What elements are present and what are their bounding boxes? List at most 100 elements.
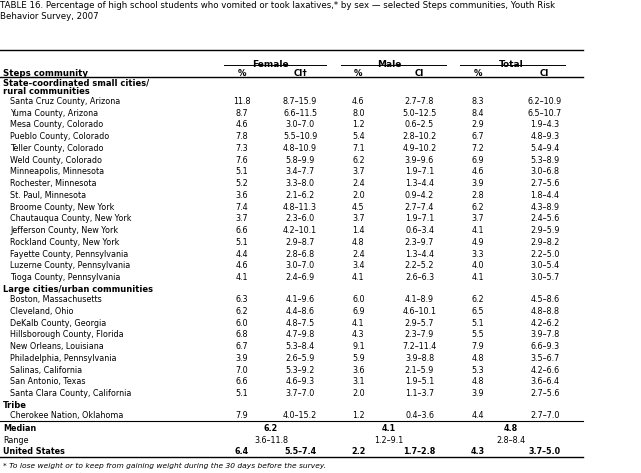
Text: Steps community: Steps community bbox=[3, 69, 88, 78]
Text: Cherokee Nation, Oklahoma: Cherokee Nation, Oklahoma bbox=[10, 411, 124, 420]
Text: 6.5–10.7: 6.5–10.7 bbox=[528, 109, 562, 118]
Text: 4.1: 4.1 bbox=[352, 319, 365, 328]
Text: 4.3–8.9: 4.3–8.9 bbox=[530, 202, 560, 211]
Text: 5.8–9.9: 5.8–9.9 bbox=[285, 156, 315, 165]
Text: 7.0: 7.0 bbox=[235, 366, 248, 375]
Text: 2.1–5.9: 2.1–5.9 bbox=[405, 366, 434, 375]
Text: 4.6: 4.6 bbox=[472, 167, 484, 176]
Text: 3.6: 3.6 bbox=[235, 191, 248, 200]
Text: 3.7: 3.7 bbox=[352, 214, 365, 223]
Text: 2.8: 2.8 bbox=[472, 191, 484, 200]
Text: 3.7–5.0: 3.7–5.0 bbox=[529, 447, 561, 456]
Text: 4.6–9.3: 4.6–9.3 bbox=[285, 377, 315, 386]
Text: 1.7–2.8: 1.7–2.8 bbox=[403, 447, 436, 456]
Text: 6.2: 6.2 bbox=[352, 156, 365, 165]
Text: 6.4: 6.4 bbox=[235, 447, 249, 456]
Text: %: % bbox=[474, 69, 482, 78]
Text: 3.9–9.6: 3.9–9.6 bbox=[405, 156, 434, 165]
Text: 6.5: 6.5 bbox=[472, 307, 484, 316]
Text: Boston, Massachusetts: Boston, Massachusetts bbox=[10, 295, 102, 304]
Text: 4.3: 4.3 bbox=[470, 447, 485, 456]
Text: 4.0: 4.0 bbox=[472, 261, 484, 270]
Text: 5.5–10.9: 5.5–10.9 bbox=[283, 132, 317, 141]
Text: 2.2–5.2: 2.2–5.2 bbox=[404, 261, 434, 270]
Text: 7.2–11.4: 7.2–11.4 bbox=[403, 342, 437, 351]
Text: United States: United States bbox=[3, 447, 65, 456]
Text: 4.6: 4.6 bbox=[235, 120, 248, 130]
Text: 4.1: 4.1 bbox=[382, 424, 396, 433]
Text: 2.9: 2.9 bbox=[471, 120, 484, 130]
Text: 4.8–8.8: 4.8–8.8 bbox=[530, 307, 560, 316]
Text: 4.0–15.2: 4.0–15.2 bbox=[283, 411, 317, 420]
Text: 5.3–8.9: 5.3–8.9 bbox=[530, 156, 560, 165]
Text: St. Paul, Minnesota: St. Paul, Minnesota bbox=[10, 191, 87, 200]
Text: 2.7–5.6: 2.7–5.6 bbox=[530, 179, 560, 188]
Text: 3.9–8.8: 3.9–8.8 bbox=[405, 354, 434, 363]
Text: Luzerne County, Pennsylvania: Luzerne County, Pennsylvania bbox=[10, 261, 131, 270]
Text: 2.9–5.9: 2.9–5.9 bbox=[530, 226, 560, 235]
Text: 3.7: 3.7 bbox=[235, 214, 248, 223]
Text: New Orleans, Louisiana: New Orleans, Louisiana bbox=[10, 342, 104, 351]
Text: Minneapolis, Minnesota: Minneapolis, Minnesota bbox=[10, 167, 104, 176]
Text: 3.7–7.0: 3.7–7.0 bbox=[285, 389, 315, 398]
Text: 6.2: 6.2 bbox=[472, 202, 484, 211]
Text: 4.4: 4.4 bbox=[472, 411, 484, 420]
Text: 3.9: 3.9 bbox=[235, 354, 248, 363]
Text: 1.9–4.3: 1.9–4.3 bbox=[530, 120, 560, 130]
Text: CI†: CI† bbox=[293, 69, 307, 78]
Text: Yuma County, Arizona: Yuma County, Arizona bbox=[10, 109, 99, 118]
Text: Broome County, New York: Broome County, New York bbox=[10, 202, 115, 211]
Text: Santa Clara County, California: Santa Clara County, California bbox=[10, 389, 132, 398]
Text: %: % bbox=[354, 69, 363, 78]
Text: 5.1: 5.1 bbox=[472, 319, 484, 328]
Text: 1.3–4.4: 1.3–4.4 bbox=[405, 179, 434, 188]
Text: 4.8: 4.8 bbox=[504, 424, 519, 433]
Text: 2.0: 2.0 bbox=[352, 389, 365, 398]
Text: 4.1: 4.1 bbox=[472, 273, 484, 282]
Text: Large cities/urban communities: Large cities/urban communities bbox=[3, 285, 153, 294]
Text: 5.9: 5.9 bbox=[352, 354, 365, 363]
Text: 2.1–6.2: 2.1–6.2 bbox=[285, 191, 315, 200]
Text: 8.7: 8.7 bbox=[235, 109, 248, 118]
Text: 4.1: 4.1 bbox=[235, 273, 248, 282]
Text: 3.9–7.8: 3.9–7.8 bbox=[530, 330, 560, 339]
Text: 6.2: 6.2 bbox=[235, 307, 248, 316]
Text: 5.4: 5.4 bbox=[352, 132, 365, 141]
Text: Teller County, Colorado: Teller County, Colorado bbox=[10, 144, 104, 153]
Text: 4.2–6.2: 4.2–6.2 bbox=[530, 319, 560, 328]
Text: 3.4–7.7: 3.4–7.7 bbox=[285, 167, 315, 176]
Text: 4.8–9.3: 4.8–9.3 bbox=[530, 132, 560, 141]
Text: 3.1: 3.1 bbox=[352, 377, 365, 386]
Text: 6.6: 6.6 bbox=[235, 377, 248, 386]
Text: 4.8–11.3: 4.8–11.3 bbox=[283, 202, 317, 211]
Text: Rochester, Minnesota: Rochester, Minnesota bbox=[10, 179, 97, 188]
Text: 1.2: 1.2 bbox=[352, 411, 365, 420]
Text: 3.3–8.0: 3.3–8.0 bbox=[285, 179, 315, 188]
Text: 0.6–3.4: 0.6–3.4 bbox=[405, 226, 434, 235]
Text: 7.1: 7.1 bbox=[352, 144, 365, 153]
Text: 6.8: 6.8 bbox=[235, 330, 248, 339]
Text: 6.9: 6.9 bbox=[472, 156, 484, 165]
Text: 3.6: 3.6 bbox=[352, 366, 365, 375]
Text: 6.2: 6.2 bbox=[264, 424, 278, 433]
Text: Mesa County, Colorado: Mesa County, Colorado bbox=[10, 120, 104, 130]
Text: 4.4–8.6: 4.4–8.6 bbox=[285, 307, 315, 316]
Text: 5.1: 5.1 bbox=[235, 389, 248, 398]
Text: 5.5–7.4: 5.5–7.4 bbox=[284, 447, 316, 456]
Text: 4.4: 4.4 bbox=[235, 250, 248, 259]
Text: 4.9: 4.9 bbox=[472, 238, 484, 247]
Text: 2.9–8.2: 2.9–8.2 bbox=[530, 238, 560, 247]
Text: 2.4–6.9: 2.4–6.9 bbox=[285, 273, 315, 282]
Text: 4.3: 4.3 bbox=[352, 330, 365, 339]
Text: 3.0–7.0: 3.0–7.0 bbox=[285, 261, 315, 270]
Text: 2.3–7.9: 2.3–7.9 bbox=[405, 330, 434, 339]
Text: 1.9–7.1: 1.9–7.1 bbox=[405, 167, 434, 176]
Text: 3.5–6.7: 3.5–6.7 bbox=[530, 354, 560, 363]
Text: 2.4–5.6: 2.4–5.6 bbox=[530, 214, 560, 223]
Text: 0.6–2.5: 0.6–2.5 bbox=[405, 120, 434, 130]
Text: 0.4–3.6: 0.4–3.6 bbox=[405, 411, 434, 420]
Text: 6.2: 6.2 bbox=[472, 295, 484, 304]
Text: DeKalb County, Georgia: DeKalb County, Georgia bbox=[10, 319, 107, 328]
Text: 7.9: 7.9 bbox=[235, 411, 248, 420]
Text: %: % bbox=[238, 69, 246, 78]
